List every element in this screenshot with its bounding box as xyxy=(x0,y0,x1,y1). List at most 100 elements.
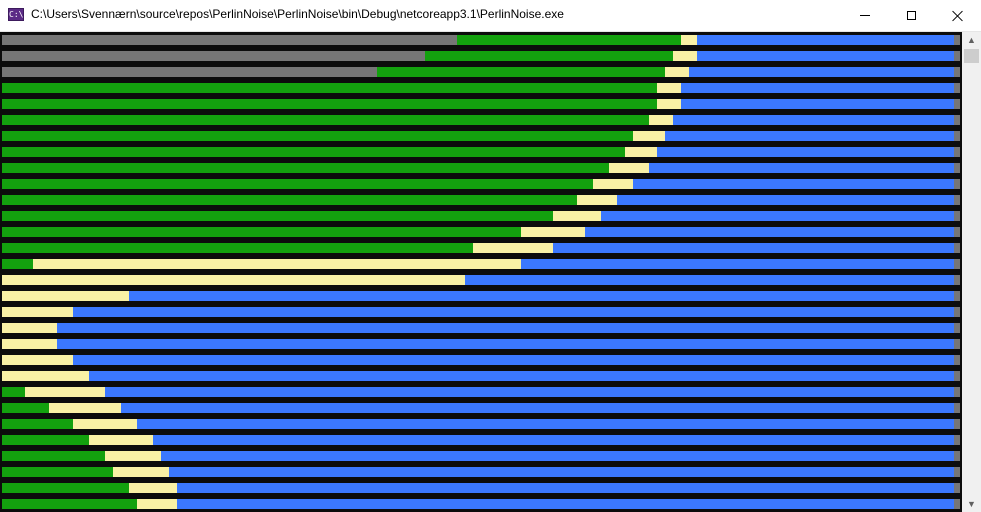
bar-segment-end xyxy=(954,371,960,381)
bar-segment-green xyxy=(2,195,577,205)
bar-segment-green xyxy=(377,67,665,77)
bar-segment-yellow xyxy=(33,259,521,269)
console-row xyxy=(2,195,960,205)
bar-segment-yellow xyxy=(593,179,633,189)
bar-segment-blue xyxy=(73,307,954,317)
close-button[interactable] xyxy=(934,0,981,31)
console-row xyxy=(2,211,960,221)
bar-segment-end xyxy=(954,451,960,461)
bar-segment-yellow xyxy=(633,131,665,141)
bar-segment-green xyxy=(425,51,673,61)
console-row xyxy=(2,35,960,45)
console-output[interactable] xyxy=(0,32,962,512)
close-icon xyxy=(952,10,964,22)
bar-segment-yellow xyxy=(25,387,105,397)
console-row xyxy=(2,163,960,173)
bar-segment-green xyxy=(2,83,657,93)
console-row xyxy=(2,323,960,333)
bar-segment-end xyxy=(954,403,960,413)
scroll-down-arrow-icon[interactable]: ▼ xyxy=(967,499,976,509)
console-row xyxy=(2,419,960,429)
bar-segment-blue xyxy=(689,67,954,77)
bar-segment-end xyxy=(954,419,960,429)
bar-segment-yellow xyxy=(657,99,681,109)
bar-segment-blue xyxy=(649,163,954,173)
bar-segment-end xyxy=(954,83,960,93)
bar-segment-yellow xyxy=(2,275,465,285)
bar-segment-blue xyxy=(553,243,954,253)
bar-segment-green xyxy=(2,467,113,477)
bar-segment-blue xyxy=(105,387,954,397)
console-row xyxy=(2,243,960,253)
console-row xyxy=(2,307,960,317)
bar-segment-green xyxy=(457,35,681,45)
bar-segment-yellow xyxy=(2,307,73,317)
bar-segment-blue xyxy=(665,131,954,141)
bar-segment-end xyxy=(954,339,960,349)
console-row xyxy=(2,67,960,77)
bar-segment-end xyxy=(954,387,960,397)
bar-segment-yellow xyxy=(113,467,169,477)
minimize-button[interactable] xyxy=(842,0,888,31)
bar-segment-blue xyxy=(465,275,954,285)
bar-segment-blue xyxy=(73,355,954,365)
bar-segment-blue xyxy=(121,403,954,413)
bar-segment-blue xyxy=(161,451,954,461)
maximize-icon xyxy=(906,11,916,20)
bar-segment-yellow xyxy=(105,451,161,461)
console-app-icon[interactable]: C:\ xyxy=(8,8,24,21)
console-row xyxy=(2,291,960,301)
bar-segment-end xyxy=(954,259,960,269)
scroll-up-arrow-icon[interactable]: ▲ xyxy=(967,35,976,45)
console-row xyxy=(2,387,960,397)
bar-segment-green xyxy=(2,435,89,445)
bar-segment-blue xyxy=(697,51,954,61)
bar-segment-blue xyxy=(57,323,954,333)
bar-segment-end xyxy=(954,323,960,333)
console-row xyxy=(2,147,960,157)
bar-segment-gray xyxy=(2,35,457,45)
bar-segment-green xyxy=(2,419,73,429)
bar-segment-green xyxy=(2,403,49,413)
title-bar[interactable]: C:\ C:\Users\Svennærn\source\repos\Perli… xyxy=(0,0,981,32)
bar-segment-yellow xyxy=(2,371,89,381)
console-row xyxy=(2,499,960,509)
console-row xyxy=(2,339,960,349)
bar-segment-blue xyxy=(617,195,954,205)
bar-segment-yellow xyxy=(49,403,121,413)
bar-segment-yellow xyxy=(681,35,697,45)
minimize-icon xyxy=(860,15,870,16)
console-row xyxy=(2,275,960,285)
bar-segment-end xyxy=(954,467,960,477)
bar-segment-yellow xyxy=(2,323,57,333)
bar-segment-yellow xyxy=(137,499,177,509)
bar-segment-yellow xyxy=(2,355,73,365)
bar-segment-green xyxy=(2,483,129,493)
bar-segment-green xyxy=(2,227,521,237)
bar-segment-blue xyxy=(697,35,954,45)
bar-segment-end xyxy=(954,499,960,509)
bar-segment-end xyxy=(954,307,960,317)
bar-segment-end xyxy=(954,147,960,157)
vertical-scrollbar[interactable]: ▲ ▼ xyxy=(962,32,981,512)
console-row xyxy=(2,227,960,237)
bar-segment-green xyxy=(2,147,625,157)
bar-segment-blue xyxy=(137,419,954,429)
console-row xyxy=(2,179,960,189)
bar-segment-gray xyxy=(2,51,425,61)
bar-segment-end xyxy=(954,275,960,285)
console-row xyxy=(2,435,960,445)
console-row xyxy=(2,259,960,269)
maximize-button[interactable] xyxy=(888,0,934,31)
console-row xyxy=(2,51,960,61)
bar-segment-blue xyxy=(681,99,954,109)
scroll-thumb[interactable] xyxy=(964,49,979,63)
bar-segment-yellow xyxy=(553,211,601,221)
bar-segment-blue xyxy=(177,483,954,493)
console-row xyxy=(2,451,960,461)
bar-segment-green xyxy=(2,451,105,461)
bar-segment-yellow xyxy=(673,51,697,61)
console-row xyxy=(2,355,960,365)
console-row xyxy=(2,115,960,125)
bar-segment-green xyxy=(2,99,657,109)
